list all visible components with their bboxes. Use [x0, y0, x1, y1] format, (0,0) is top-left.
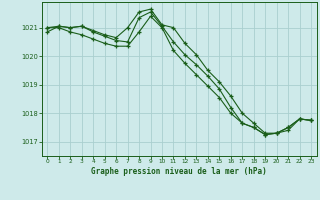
X-axis label: Graphe pression niveau de la mer (hPa): Graphe pression niveau de la mer (hPa): [91, 167, 267, 176]
